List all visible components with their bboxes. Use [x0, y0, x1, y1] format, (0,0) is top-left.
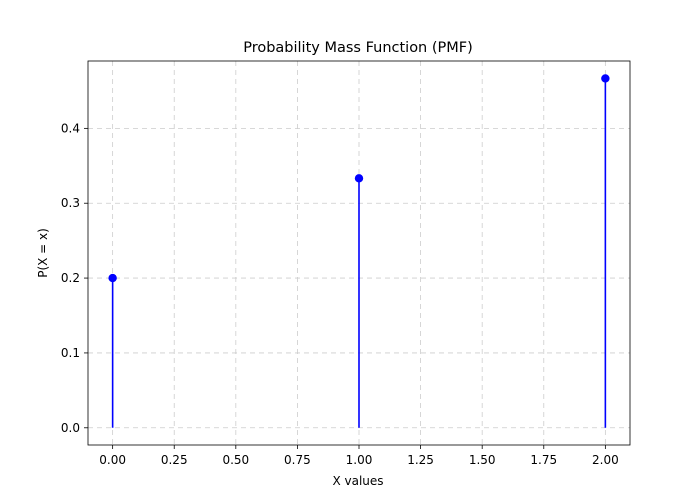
stem-marker [601, 74, 610, 83]
y-tick-label: 0.4 [61, 121, 80, 135]
y-axis-label: P(X = x) [36, 228, 50, 278]
x-tick-label: 0.75 [284, 453, 311, 467]
x-axis-label: X values [332, 474, 383, 488]
stem-series [108, 74, 610, 428]
x-tick-label: 1.25 [407, 453, 434, 467]
stem-marker [354, 174, 364, 183]
y-tick-label: 0.2 [61, 271, 80, 285]
x-tick-label: 2.00 [592, 453, 619, 467]
x-tick-label: 1.00 [346, 453, 373, 467]
x-tick-label: 1.50 [469, 453, 496, 467]
stem-marker [108, 273, 117, 283]
x-tick-label: 0.00 [99, 453, 126, 467]
axis-ticks: 0.00 0.25 0.50 0.75 1.00 1.25 1.50 1.75 2.00 0.0 0… [61, 121, 619, 467]
x-tick-label: 0.25 [161, 453, 188, 467]
chart-title: Probability Mass Function (PMF) [243, 40, 473, 56]
x-tick-label: 1.75 [530, 453, 557, 467]
y-tick-label: 0.0 [61, 421, 80, 435]
x-tick-label: 0.50 [222, 453, 249, 467]
y-tick-label: 0.3 [61, 196, 80, 210]
y-tick-label: 0.1 [61, 346, 80, 360]
